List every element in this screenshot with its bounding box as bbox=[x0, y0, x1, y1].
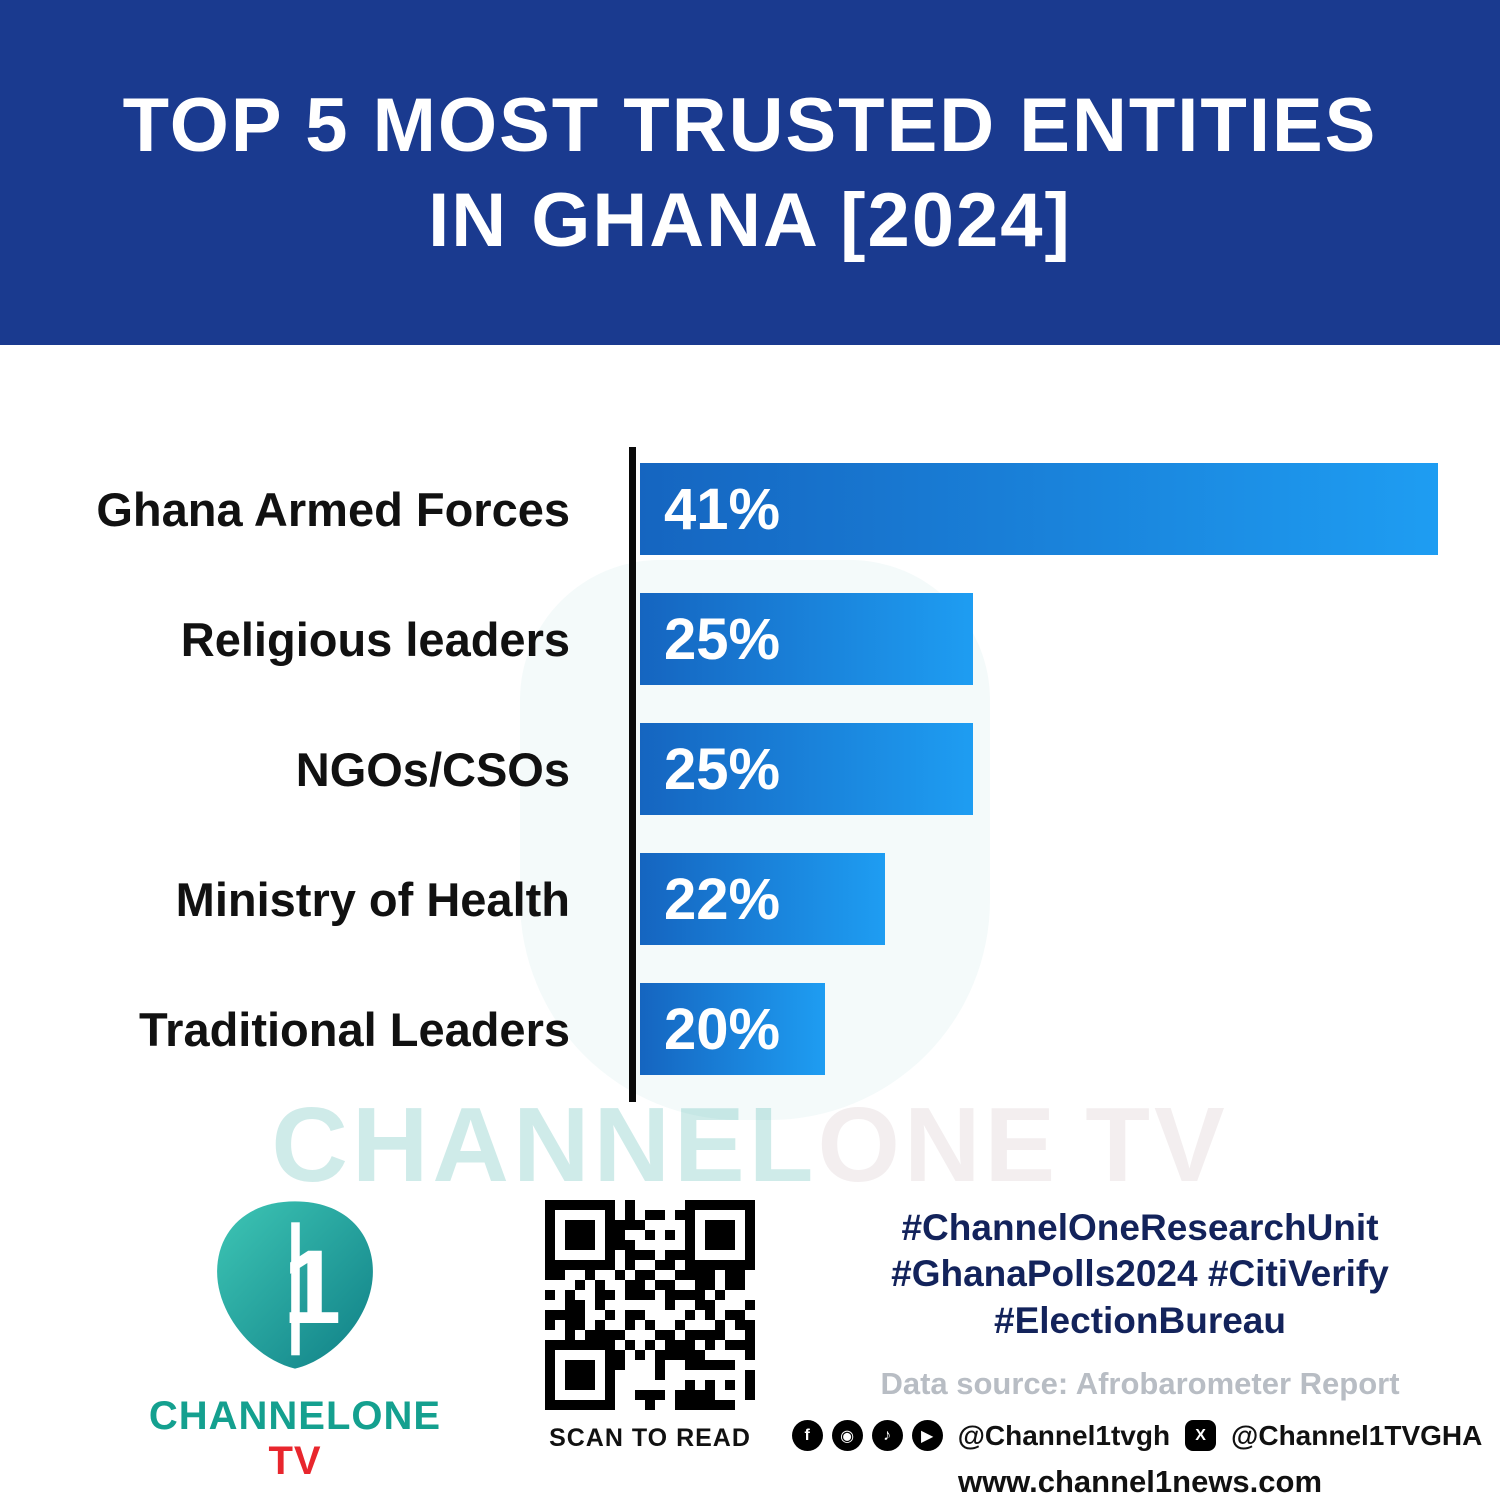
chart-row: Ghana Armed Forces 41% bbox=[0, 463, 1500, 555]
social-handle-x[interactable]: @Channel1TVGHA bbox=[1231, 1419, 1483, 1451]
bar-chart: Ghana Armed Forces 41% Religious leaders… bbox=[0, 445, 1500, 1113]
facebook-icon[interactable]: f bbox=[791, 1420, 823, 1452]
bar: 20% bbox=[640, 983, 825, 1075]
svg-text:1: 1 bbox=[283, 1229, 341, 1346]
bar: 25% bbox=[640, 593, 973, 685]
brand-watermark-tv: TV bbox=[1085, 1086, 1229, 1204]
channel-one-logo-icon: 1 bbox=[140, 1190, 450, 1380]
bar-value: 25% bbox=[664, 736, 781, 802]
bar: 41% bbox=[640, 463, 1438, 555]
x-icon[interactable]: X bbox=[1185, 1420, 1217, 1452]
website-url[interactable]: www.channel1news.com bbox=[957, 1463, 1323, 1499]
page-title-line1: TOP 5 MOST TRUSTED ENTITIES bbox=[122, 82, 1378, 168]
bar-label: Ministry of Health bbox=[175, 872, 570, 926]
header-banner: TOP 5 MOST TRUSTED ENTITIES IN GHANA [20… bbox=[0, 0, 1500, 345]
bar-value: 25% bbox=[664, 606, 781, 672]
brand-watermark: CHANNELONE TV bbox=[0, 1085, 1500, 1206]
hashtags-line3: #ElectionBureau bbox=[994, 1299, 1286, 1341]
chart-row: NGOs/CSOs 25% bbox=[0, 723, 1500, 815]
chart-row: Religious leaders 25% bbox=[0, 593, 1500, 685]
chart-row: Traditional Leaders 20% bbox=[0, 983, 1500, 1075]
brand-wordmark-channel: CHANNEL bbox=[148, 1394, 352, 1438]
instagram-icon[interactable]: ◉ bbox=[831, 1420, 863, 1452]
social-handle-main[interactable]: @Channel1tvgh bbox=[957, 1419, 1171, 1451]
hashtags-line2: #GhanaPolls2024 #CitiVerify bbox=[891, 1253, 1389, 1295]
qr-block: SCAN TO READ bbox=[545, 1200, 755, 1453]
qr-code bbox=[545, 1200, 755, 1410]
bar-label: Religious leaders bbox=[180, 612, 570, 666]
bar-value: 22% bbox=[664, 866, 781, 932]
qr-caption: SCAN TO READ bbox=[549, 1424, 751, 1452]
bar: 22% bbox=[640, 853, 885, 945]
bar: 25% bbox=[640, 723, 973, 815]
page-title-line2: IN GHANA [2024] bbox=[428, 177, 1072, 263]
social-row: f ◉ ♪ ▶ @Channel1tvgh X @Channel1TVGHA bbox=[791, 1419, 1482, 1452]
brand-watermark-channel: CHANNEL bbox=[271, 1086, 818, 1204]
bar-label: Ghana Armed Forces bbox=[96, 482, 570, 536]
tiktok-icon[interactable]: ♪ bbox=[871, 1420, 903, 1452]
brand-logo: 1 CHANNELONE TV bbox=[140, 1190, 450, 1484]
hashtags-line1: #ChannelOneResearchUnit bbox=[901, 1207, 1379, 1248]
brand-wordmark-one: ONE bbox=[351, 1394, 442, 1438]
bar-label: NGOs/CSOs bbox=[295, 742, 570, 796]
bar-value: 20% bbox=[664, 996, 781, 1062]
bar-value: 41% bbox=[664, 476, 781, 542]
youtube-icon[interactable]: ▶ bbox=[911, 1420, 943, 1452]
chart-row: Ministry of Health 22% bbox=[0, 853, 1500, 945]
data-source: Data source: Afrobarometer Report bbox=[880, 1365, 1400, 1401]
brand-wordmark-tv: TV bbox=[268, 1439, 322, 1483]
footer-info: #ChannelOneResearchUnit #GhanaPolls2024 … bbox=[791, 1205, 1482, 1500]
bar-label: Traditional Leaders bbox=[139, 1002, 570, 1056]
chart-axis bbox=[629, 447, 636, 1102]
brand-watermark-one: ONE bbox=[817, 1086, 1060, 1204]
brand-wordmark: CHANNELONE TV bbox=[140, 1394, 450, 1484]
